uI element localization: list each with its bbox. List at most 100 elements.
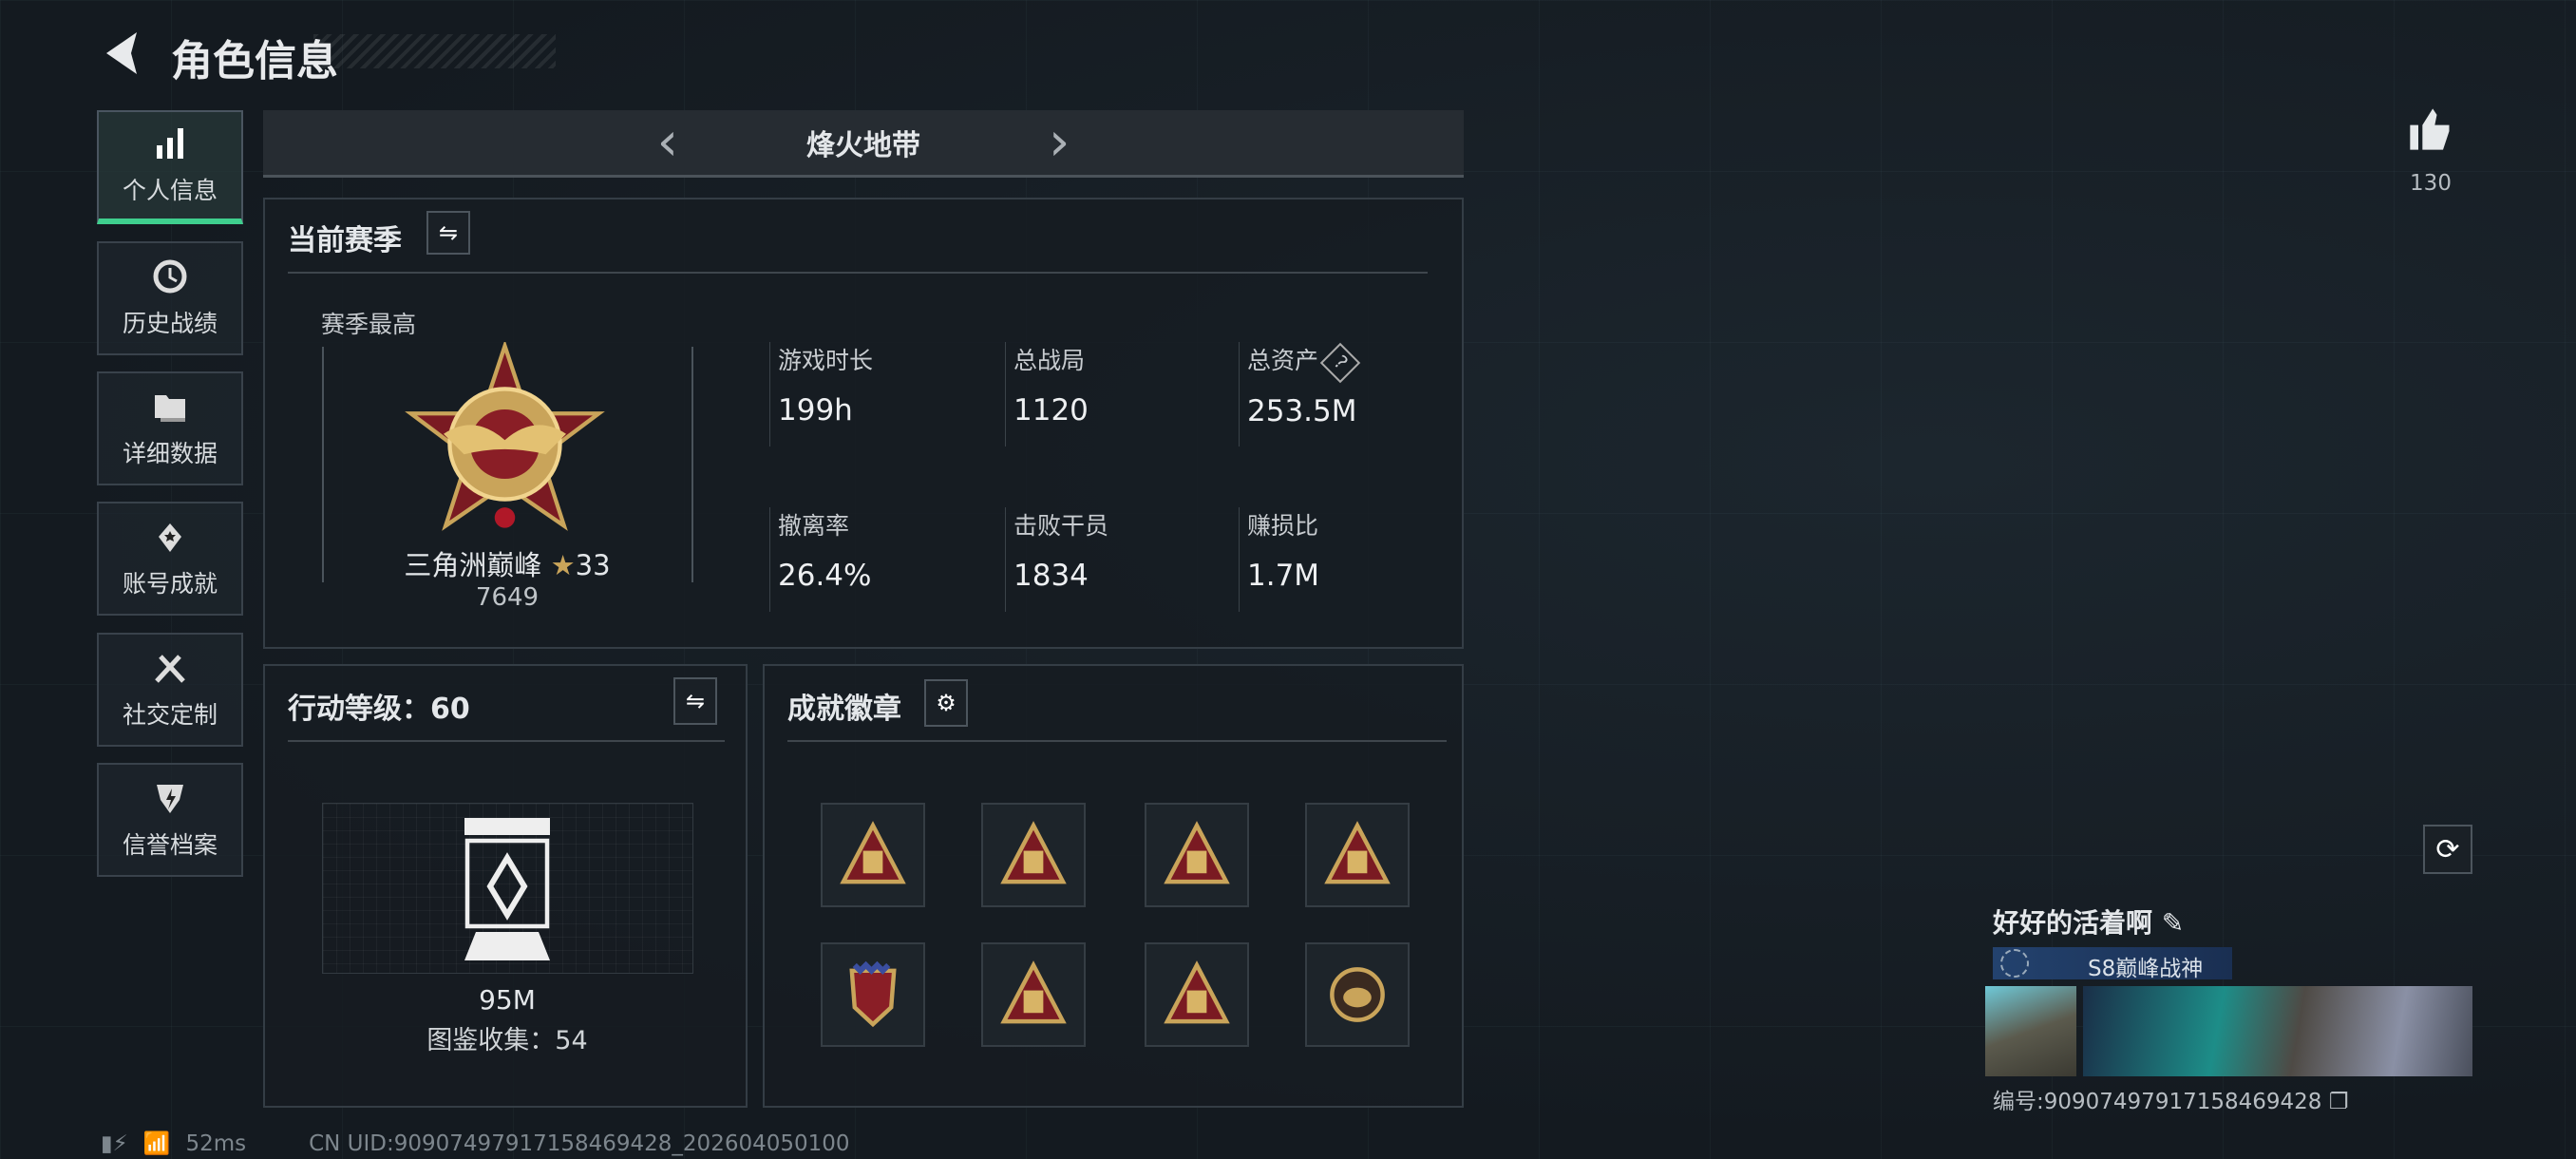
sidebar-item-details[interactable]: 详细数据 <box>97 371 243 485</box>
title-badge: S8巅峰战神 <box>1993 947 2232 981</box>
season-panel: 当前赛季 ⇋ 赛季最高 三角洲巅峰 ★33 7649 游戏时长 199h 总战局 1… <box>263 198 1464 649</box>
stat-operators-defeated: 击败干员 1834 <box>1005 507 1108 612</box>
sidebar-item-label: 历史战绩 <box>122 310 218 337</box>
rank-score: 7649 <box>475 583 540 612</box>
divider <box>787 740 1447 742</box>
divider <box>288 272 1428 274</box>
achievement-icon <box>159 523 181 552</box>
edit-icon[interactable]: ✎ <box>2161 907 2185 939</box>
swap-season-button[interactable]: ⇋ <box>426 211 470 255</box>
stat-value: 253.5M <box>1247 394 1357 428</box>
divider <box>288 740 725 742</box>
stat-label: 游戏时长 <box>778 347 874 374</box>
stat-value: 26.4% <box>778 559 872 593</box>
refresh-button[interactable]: ⟳ <box>2423 825 2472 874</box>
badges-title: 成就徽章 <box>787 693 901 726</box>
stat-label: 总战局 <box>1013 347 1086 374</box>
badge-icon <box>1164 960 1230 1024</box>
swap-icon: ⇋ <box>438 219 459 246</box>
stat-value: 1834 <box>1013 559 1089 593</box>
thumbs-up-icon[interactable] <box>2406 104 2455 154</box>
chevron-right-icon[interactable]: › <box>1049 111 1070 173</box>
achievement-badge[interactable] <box>1305 942 1410 1047</box>
title-decoration <box>313 34 556 68</box>
swap-icon: ⇋ <box>685 688 706 714</box>
ping: 52ms <box>185 1130 247 1156</box>
stat-profit-loss: 赚损比 1.7M <box>1239 507 1319 612</box>
profile-name-text: 好好的活着啊 <box>1993 907 2153 939</box>
badge-icon <box>849 960 897 1028</box>
wifi-icon: 📶 <box>142 1131 171 1156</box>
battery-icon: ▮⚡ <box>101 1130 128 1156</box>
profile-name: 好好的活着啊 ✎ <box>1993 902 2184 940</box>
sidebar-item-history[interactable]: 历史战绩 <box>97 241 243 355</box>
stat-value: 199h <box>778 393 853 428</box>
collection-case-icon <box>464 818 550 960</box>
sidebar-item-label: 信誉档案 <box>122 831 218 859</box>
level-title: 行动等级：60 <box>288 693 470 726</box>
back-arrow-icon[interactable] <box>99 28 142 78</box>
achievement-badge[interactable] <box>1305 803 1410 907</box>
achievement-badge[interactable] <box>821 942 925 1047</box>
achievement-badge[interactable] <box>1145 942 1249 1047</box>
badge-icon <box>1164 821 1230 884</box>
rank-medal-icon <box>405 342 605 531</box>
stat-label: 总资产 <box>1247 347 1319 374</box>
badge-icon <box>1000 960 1067 1024</box>
stat-play-time: 游戏时长 199h <box>769 342 873 446</box>
player-id: 编号:90907497917158469428 ❐ <box>1993 1090 2349 1114</box>
stat-value: 1120 <box>1013 393 1089 428</box>
rank-name-text: 三角洲巅峰 <box>404 549 542 581</box>
sidebar-item-label: 社交定制 <box>122 701 218 729</box>
stat-total-assets: 总资产 ? 253.5M <box>1239 342 1361 446</box>
rank-frame <box>322 347 693 582</box>
sidebar-item-label: 个人信息 <box>122 177 218 204</box>
star-icon: ★ <box>550 549 576 581</box>
rank-name: 三角洲巅峰 ★33 <box>388 543 626 583</box>
badges-panel: 成就徽章 ⚙ <box>763 664 1464 1108</box>
tools-icon <box>155 655 185 683</box>
chevron-left-icon[interactable]: ‹ <box>656 111 678 173</box>
help-icon[interactable]: ? <box>1319 342 1361 384</box>
bar-chart-icon <box>157 128 183 159</box>
folder-icon <box>155 395 185 422</box>
stat-value: 1.7M <box>1247 559 1320 593</box>
stat-label: 赚损比 <box>1247 512 1319 540</box>
badge-icon <box>1000 821 1067 884</box>
season-title: 当前赛季 <box>288 224 402 257</box>
achievement-badge[interactable] <box>981 942 1086 1047</box>
sidebar-item-social[interactable]: 社交定制 <box>97 633 243 747</box>
sidebar-item-label: 详细数据 <box>122 440 218 467</box>
title-badge-text: S8巅峰战神 <box>2088 957 2204 981</box>
sidebar-item-label: 账号成就 <box>122 570 218 598</box>
avatar[interactable] <box>1985 986 2076 1076</box>
sidebar-item-achievements[interactable]: 账号成就 <box>97 502 243 616</box>
mode-label: 烽火地带 <box>806 129 920 162</box>
stat-label: 击败干员 <box>1013 512 1109 540</box>
level-value: 95M <box>479 984 536 1016</box>
sidebar-item-reputation[interactable]: 信誉档案 <box>97 763 243 877</box>
gear-icon: ⚙ <box>936 690 957 716</box>
badge-icon <box>1330 967 1385 1022</box>
history-clock-icon <box>153 259 187 294</box>
achievement-badge[interactable] <box>981 803 1086 907</box>
title-badge-emblem-icon <box>2000 949 2029 978</box>
copy-icon[interactable]: ❐ <box>2328 1090 2349 1114</box>
season-best-label: 赛季最高 <box>321 311 417 338</box>
swap-level-button[interactable]: ⇋ <box>673 677 717 725</box>
status-bar: ▮⚡ 📶 52ms CN UID:90907497917158469428_20… <box>101 1130 850 1157</box>
collection-count: 图鉴收集：54 <box>426 1026 588 1055</box>
shield-icon <box>157 785 183 813</box>
achievement-badge[interactable] <box>821 803 925 907</box>
sidebar-item-personal-info[interactable]: 个人信息 <box>97 110 243 224</box>
profile-banner <box>2083 986 2472 1076</box>
badge-settings-button[interactable]: ⚙ <box>924 679 968 727</box>
uid: CN UID:90907497917158469428_202604050100 <box>309 1130 850 1156</box>
like-count: 130 <box>2410 171 2452 196</box>
refresh-icon: ⟳ <box>2435 832 2460 866</box>
achievement-badge[interactable] <box>1145 803 1249 907</box>
page-title: 角色信息 <box>171 37 338 86</box>
badge-icon <box>840 821 906 884</box>
stat-label: 撤离率 <box>778 512 850 540</box>
stat-extraction-rate: 撤离率 26.4% <box>769 507 871 612</box>
